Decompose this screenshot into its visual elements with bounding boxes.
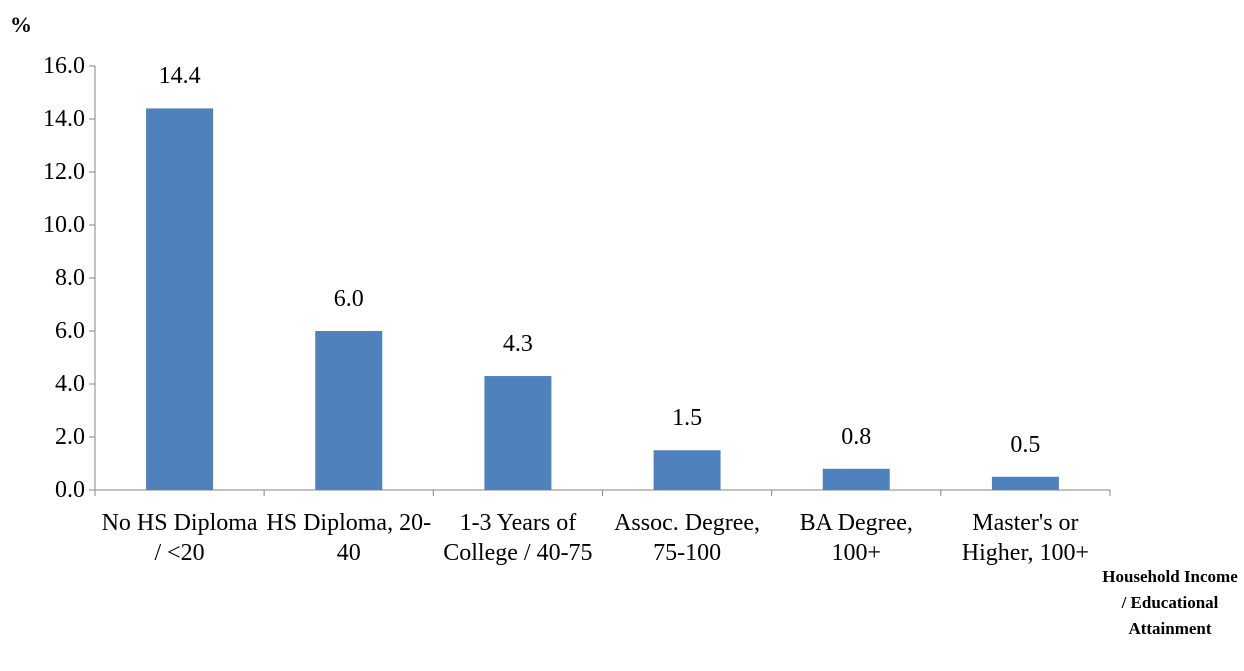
value-label: 1.5 <box>672 405 703 432</box>
value-label: 0.8 <box>841 423 872 450</box>
x-tick-label: Master's or Higher, 100+ <box>961 510 1090 566</box>
bar <box>991 476 1059 490</box>
y-tick-label: 14.0 <box>43 106 85 132</box>
y-tick-label: 10.0 <box>43 212 85 238</box>
value-label: 14.4 <box>158 63 201 90</box>
x-tick-label: BA Degree, 100+ <box>799 510 913 566</box>
y-tick-label: 0.0 <box>55 477 85 503</box>
y-tick-label: 4.0 <box>55 371 85 397</box>
y-tick-label: 6.0 <box>55 318 85 344</box>
value-label: 0.5 <box>1010 431 1041 458</box>
value-label: 6.0 <box>333 286 364 312</box>
y-axis-title: % <box>10 12 32 37</box>
bar <box>653 450 721 490</box>
x-tick-label: HS Diploma, 20-40 <box>266 510 432 566</box>
y-tick-label: 16.0 <box>43 53 85 79</box>
y-tick-label: 2.0 <box>55 424 85 450</box>
value-label: 4.3 <box>502 331 533 358</box>
bar <box>822 468 890 490</box>
y-tick-label: 12.0 <box>43 159 85 185</box>
bar <box>315 331 383 490</box>
y-tick-label: 8.0 <box>55 265 85 291</box>
x-tick-label: Assoc. Degree, 75-100 <box>614 510 761 566</box>
bar <box>484 376 552 490</box>
x-tick-label: No HS Diploma / <20 <box>101 510 258 566</box>
bar <box>146 108 214 491</box>
x-axis-title: Household Income / Educational Attainmen… <box>1102 567 1238 638</box>
x-tick-label: 1-3 Years of College / 40-75 <box>443 510 593 566</box>
